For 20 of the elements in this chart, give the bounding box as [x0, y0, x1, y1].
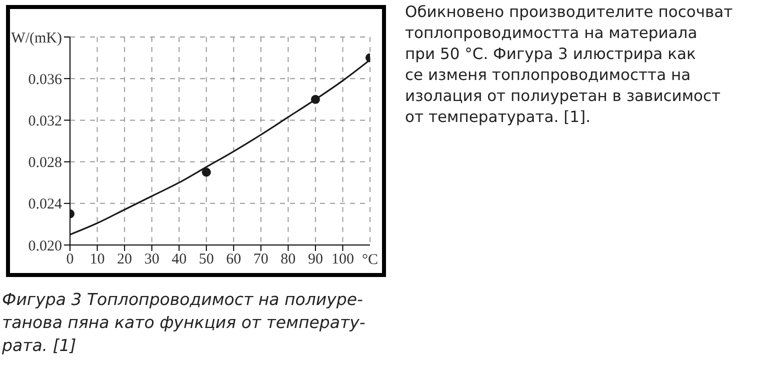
x-tick-label: 50	[198, 252, 214, 268]
y-tick-label: 0.020	[28, 238, 62, 254]
x-tick-label: 100	[331, 252, 354, 268]
y-tick-label: 0.024	[28, 196, 62, 213]
x-tick-label: 90	[308, 252, 323, 268]
text: Фигура 3 Топлопроводимост на полиуре- танова пяна като функция от температу- рата. [1]	[2, 289, 366, 357]
x-tick-label: 10	[90, 252, 105, 268]
x-tick-label: 20	[117, 252, 132, 268]
x-tick-label: 80	[280, 252, 296, 268]
x-tick-label: 0	[66, 252, 74, 268]
x-tick-label: 60	[226, 252, 242, 268]
y-tick-label: 0.036	[28, 72, 62, 88]
text: Обикновено производителите посочват топлопроводимостта на материала при 50 °C. Фигура 3 илюстрира как се изменя топлопроводимостта на изолация от полиуретан в зависимост от температурата. [1].	[405, 2, 734, 128]
x-tick-label: 70	[253, 252, 268, 268]
x-tick-label: 30	[144, 252, 160, 268]
x-axis-title: °C	[362, 252, 378, 268]
y-tick-label: 0.032	[28, 114, 62, 130]
y-tick-label: W/(mK)	[11, 30, 62, 46]
y-tick-label: 0.028	[28, 155, 62, 172]
x-tick-label: 40	[172, 252, 187, 268]
